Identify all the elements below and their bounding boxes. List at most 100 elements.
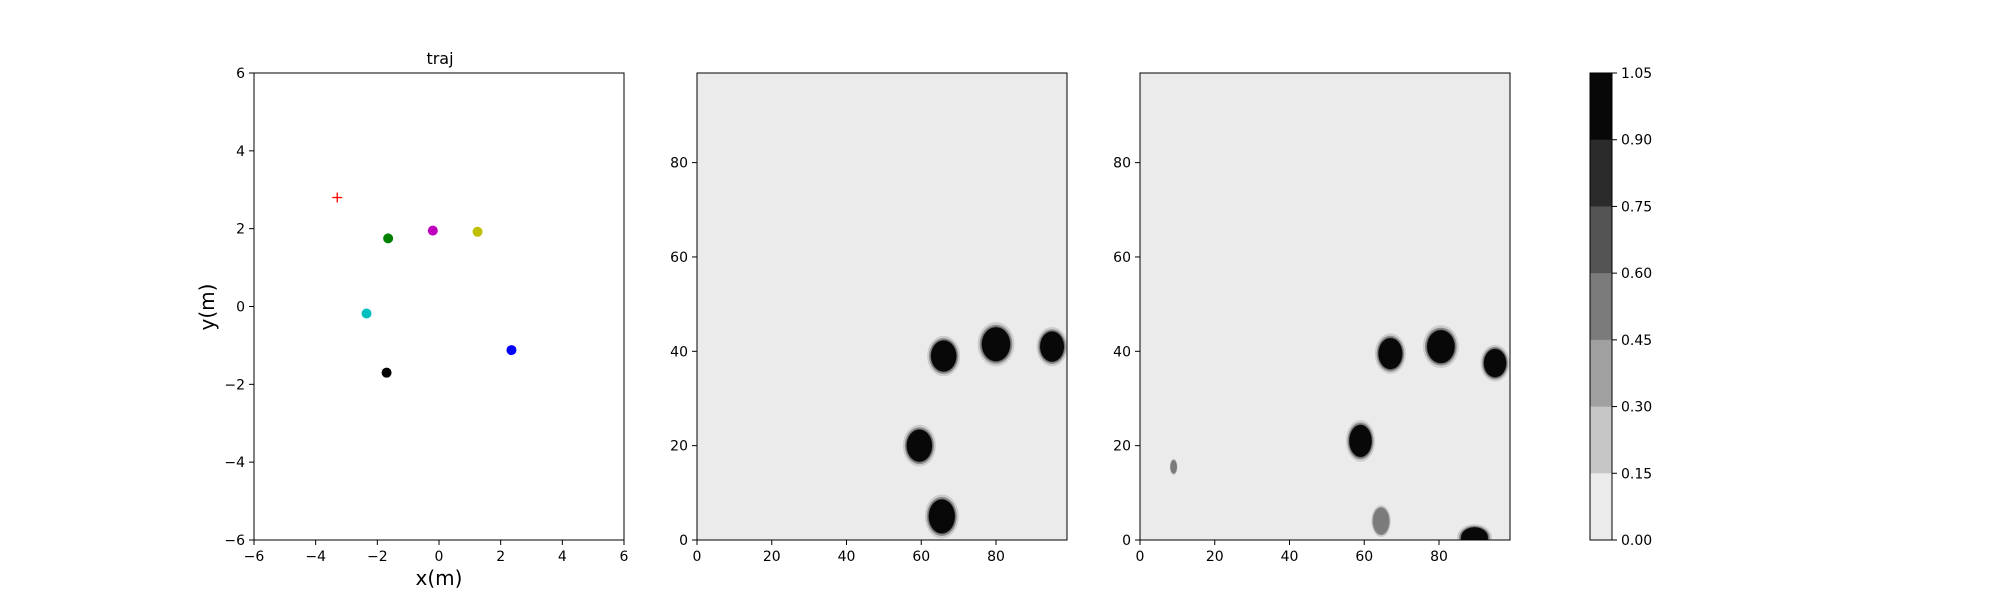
colorbar-ticks: 1.05 0.90 0.75 0.60 0.45 0.30 0.15 0.00 [1612,66,1652,549]
colorbar-band [1590,406,1612,474]
traj-y-tick-label: 0 [236,300,245,316]
map2-x-ticks: 0 20 40 60 80 [1136,540,1448,565]
colorbar-band [1590,73,1612,141]
goal-marker [332,192,343,203]
map1-y-tick-label: 40 [670,344,688,360]
map1-obstacle [924,494,959,539]
map1-obstacle [1036,326,1067,367]
map2-y-tick-label: 40 [1113,344,1131,360]
map1-background [697,73,1067,540]
map1-x-tick-label: 20 [763,549,781,565]
map1-obstacle-core [928,499,955,534]
traj-x-tick-label: 4 [558,549,567,565]
panel-map-1: 0 20 40 60 80 80 60 40 20 0 [670,72,1068,565]
colorbar-tick-label: 0.45 [1621,333,1652,349]
panel-map-2: 0 20 40 60 80 80 60 40 20 0 [1113,72,1511,565]
colorbar-tick-label: 0.30 [1621,400,1652,416]
map2-obstacle [1457,524,1492,540]
map2-obstacle-core [1483,348,1507,378]
map2-obstacle [1169,458,1178,475]
colorbar-tick-label: 0.75 [1621,199,1652,215]
map2-y-tick-label: 20 [1113,439,1131,455]
map2-x-tick-label: 20 [1206,549,1224,565]
map2-x-tick-label: 40 [1281,549,1299,565]
traj-y-tick-label: 6 [236,66,245,82]
map1-obstacle-core [906,429,933,462]
colorbar-band [1590,473,1612,541]
map1-x-ticks: 0 20 40 60 80 [693,540,1005,565]
map2-obstacle-core [1427,330,1455,364]
map2-obstacle-core [1349,424,1372,457]
map1-y-tick-label: 0 [679,533,688,549]
map2-obstacle [1374,333,1406,374]
traj-x-tick-label: 6 [620,549,629,565]
map1-x-tick-label: 80 [987,549,1005,565]
agent-point [472,226,483,237]
agent-point [383,233,394,244]
map2-x-tick-label: 60 [1355,549,1373,565]
map2-y-tick-label: 80 [1113,156,1131,172]
map1-obstacle [927,335,961,377]
traj-title: traj [426,49,453,68]
map1-plot-frame [696,72,1068,541]
traj-y-tick-label: 2 [236,222,245,238]
traj-x-tick-label: −4 [305,549,326,565]
traj-y-tick-label: −4 [224,455,245,471]
colorbar-tick-label: 0.00 [1621,533,1652,549]
map1-obstacle [902,424,936,467]
map2-obstacle [1422,325,1459,369]
colorbar: 1.05 0.90 0.75 0.60 0.45 0.30 0.15 0.00 [1589,66,1652,549]
map1-obstacles [902,322,1067,539]
agent-point [427,225,438,236]
agent-point [381,367,392,378]
traj-y-tick-label: −2 [224,377,245,393]
colorbar-band [1590,273,1612,341]
colorbar-frame [1589,72,1613,541]
map2-y-ticks: 80 60 40 20 0 [1113,156,1140,549]
map1-y-tick-label: 80 [670,156,688,172]
map1-obstacle-core [1040,331,1065,362]
map1-y-tick-label: 20 [670,439,688,455]
map2-background [1140,73,1510,540]
map1-y-ticks: 80 60 40 20 0 [670,156,697,549]
map1-y-tick-label: 60 [670,250,688,266]
map2-x-tick-label: 0 [1136,549,1145,565]
map1-x-tick-label: 40 [838,549,856,565]
traj-x-ticks: −6 −4 −2 0 2 4 6 [244,540,629,565]
map2-x-tick-label: 80 [1430,549,1448,565]
agent-point [506,345,517,356]
map2-obstacle-core [1170,460,1177,474]
traj-points [332,192,517,378]
map1-obstacle-core [930,340,957,372]
map1-obstacle-core [981,327,1011,362]
traj-y-tick-label: −6 [224,533,245,549]
colorbar-tick-label: 0.60 [1621,266,1652,282]
colorbar-band [1590,139,1612,207]
colorbar-bands [1590,73,1612,541]
map2-obstacle [1345,420,1376,462]
traj-plot-frame [253,72,625,541]
traj-x-tick-label: 0 [435,549,444,565]
traj-y-ticks: 6 4 2 0 −2 −4 −6 [224,66,254,549]
map2-plot-frame [1139,72,1511,541]
map2-obstacle-core [1373,508,1389,534]
traj-y-tick-label: 4 [236,144,245,160]
colorbar-tick-label: 1.05 [1621,66,1652,82]
colorbar-band [1590,206,1612,274]
map2-obstacle-core [1378,338,1403,370]
traj-x-tick-label: −6 [244,549,265,565]
colorbar-tick-label: 0.90 [1621,133,1652,149]
map2-obstacle [1371,505,1391,538]
map2-obstacle-core [1461,527,1488,540]
map1-x-tick-label: 60 [912,549,930,565]
map2-obstacle [1480,344,1510,382]
colorbar-band [1590,339,1612,408]
colorbar-tick-label: 0.15 [1621,466,1652,482]
map1-x-tick-label: 0 [693,549,702,565]
map2-y-tick-label: 0 [1122,533,1131,549]
traj-x-axis-label: x(m) [416,566,463,590]
traj-x-tick-label: 2 [496,549,505,565]
panel-traj: traj −6 −4 −2 0 2 4 6 6 4 2 0 −2 −4 −6 x(m) y(m) [195,49,629,590]
map1-obstacle [977,322,1015,367]
